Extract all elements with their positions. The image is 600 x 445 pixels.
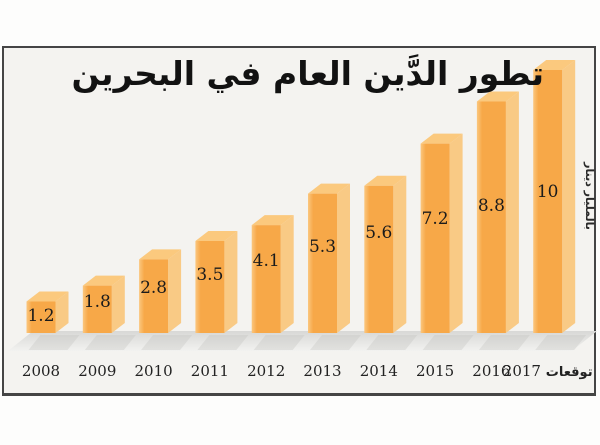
bar-2008 [26, 301, 56, 333]
bar-2017 [533, 70, 563, 333]
bar-value-label-2016: 8.8 [477, 195, 505, 216]
bar-top-face [476, 91, 519, 102]
bar-side-face [111, 275, 125, 333]
x-axis-label-2010: 2010 [134, 362, 173, 380]
x-axis-label-2009: 2009 [78, 362, 117, 380]
x-axis-label-2012: 2012 [247, 362, 286, 380]
x-axis-label-2013: 2013 [303, 362, 342, 380]
bar-2015 [420, 143, 450, 333]
bar-top-face [251, 215, 294, 226]
bar-side-face [449, 133, 463, 333]
x-axis-label-2015: 2015 [416, 362, 455, 380]
bar-2016 [476, 101, 506, 333]
bar-2010 [139, 259, 169, 333]
bar-top-face [364, 175, 407, 186]
chart-floor [8, 331, 597, 351]
bar-side-face [224, 230, 238, 333]
bar-side-face [505, 91, 519, 333]
bar-side-face [168, 249, 182, 333]
x-axis-label-2016: 2016 [472, 362, 511, 380]
x-axis-label-2008: 2008 [21, 362, 61, 380]
bar-2011 [195, 240, 225, 333]
bar-value-label-2012: 4.1 [252, 250, 280, 271]
bar-2009 [82, 285, 112, 333]
bar-side-face [337, 183, 350, 333]
y-axis-unit-label: بالمليار دينار [583, 162, 596, 230]
bar-value-label-2017: 10 [536, 181, 559, 202]
bar-side-face [280, 215, 294, 333]
bar-value-label-2013: 5.3 [308, 237, 337, 257]
bar-top-face [308, 183, 350, 194]
bar-value-label-2015: 7.2 [421, 209, 449, 230]
bar-side-face [393, 175, 407, 333]
bar-top-face [26, 291, 69, 302]
x-axis-label-2017: توقعات 2017 [502, 362, 593, 380]
bar-top-face [195, 230, 238, 241]
bar-2013 [308, 193, 337, 333]
bar-side-face [55, 291, 69, 333]
bar-side-face [562, 60, 576, 333]
bar-value-label-2008: 1.2 [27, 306, 55, 326]
bar-top-face [139, 249, 182, 260]
bar-value-label-2014: 5.6 [365, 223, 393, 244]
x-axis-label-2011: 2011 [190, 362, 229, 380]
bar-top-face [420, 133, 463, 144]
chart-title: تطور الدَّين العام في البحرين [71, 54, 545, 93]
bar-2012 [251, 225, 281, 333]
forecast-label: توقعات [545, 365, 593, 380]
x-axis-label-2014: 2014 [359, 362, 398, 380]
bar-value-label-2011: 3.5 [196, 264, 224, 285]
bar-value-label-2010: 2.8 [140, 278, 168, 299]
bar-value-label-2009: 1.8 [83, 292, 111, 313]
bar-top-face [82, 275, 125, 286]
bar-top-face [533, 60, 576, 70]
bar-2014 [364, 185, 394, 333]
